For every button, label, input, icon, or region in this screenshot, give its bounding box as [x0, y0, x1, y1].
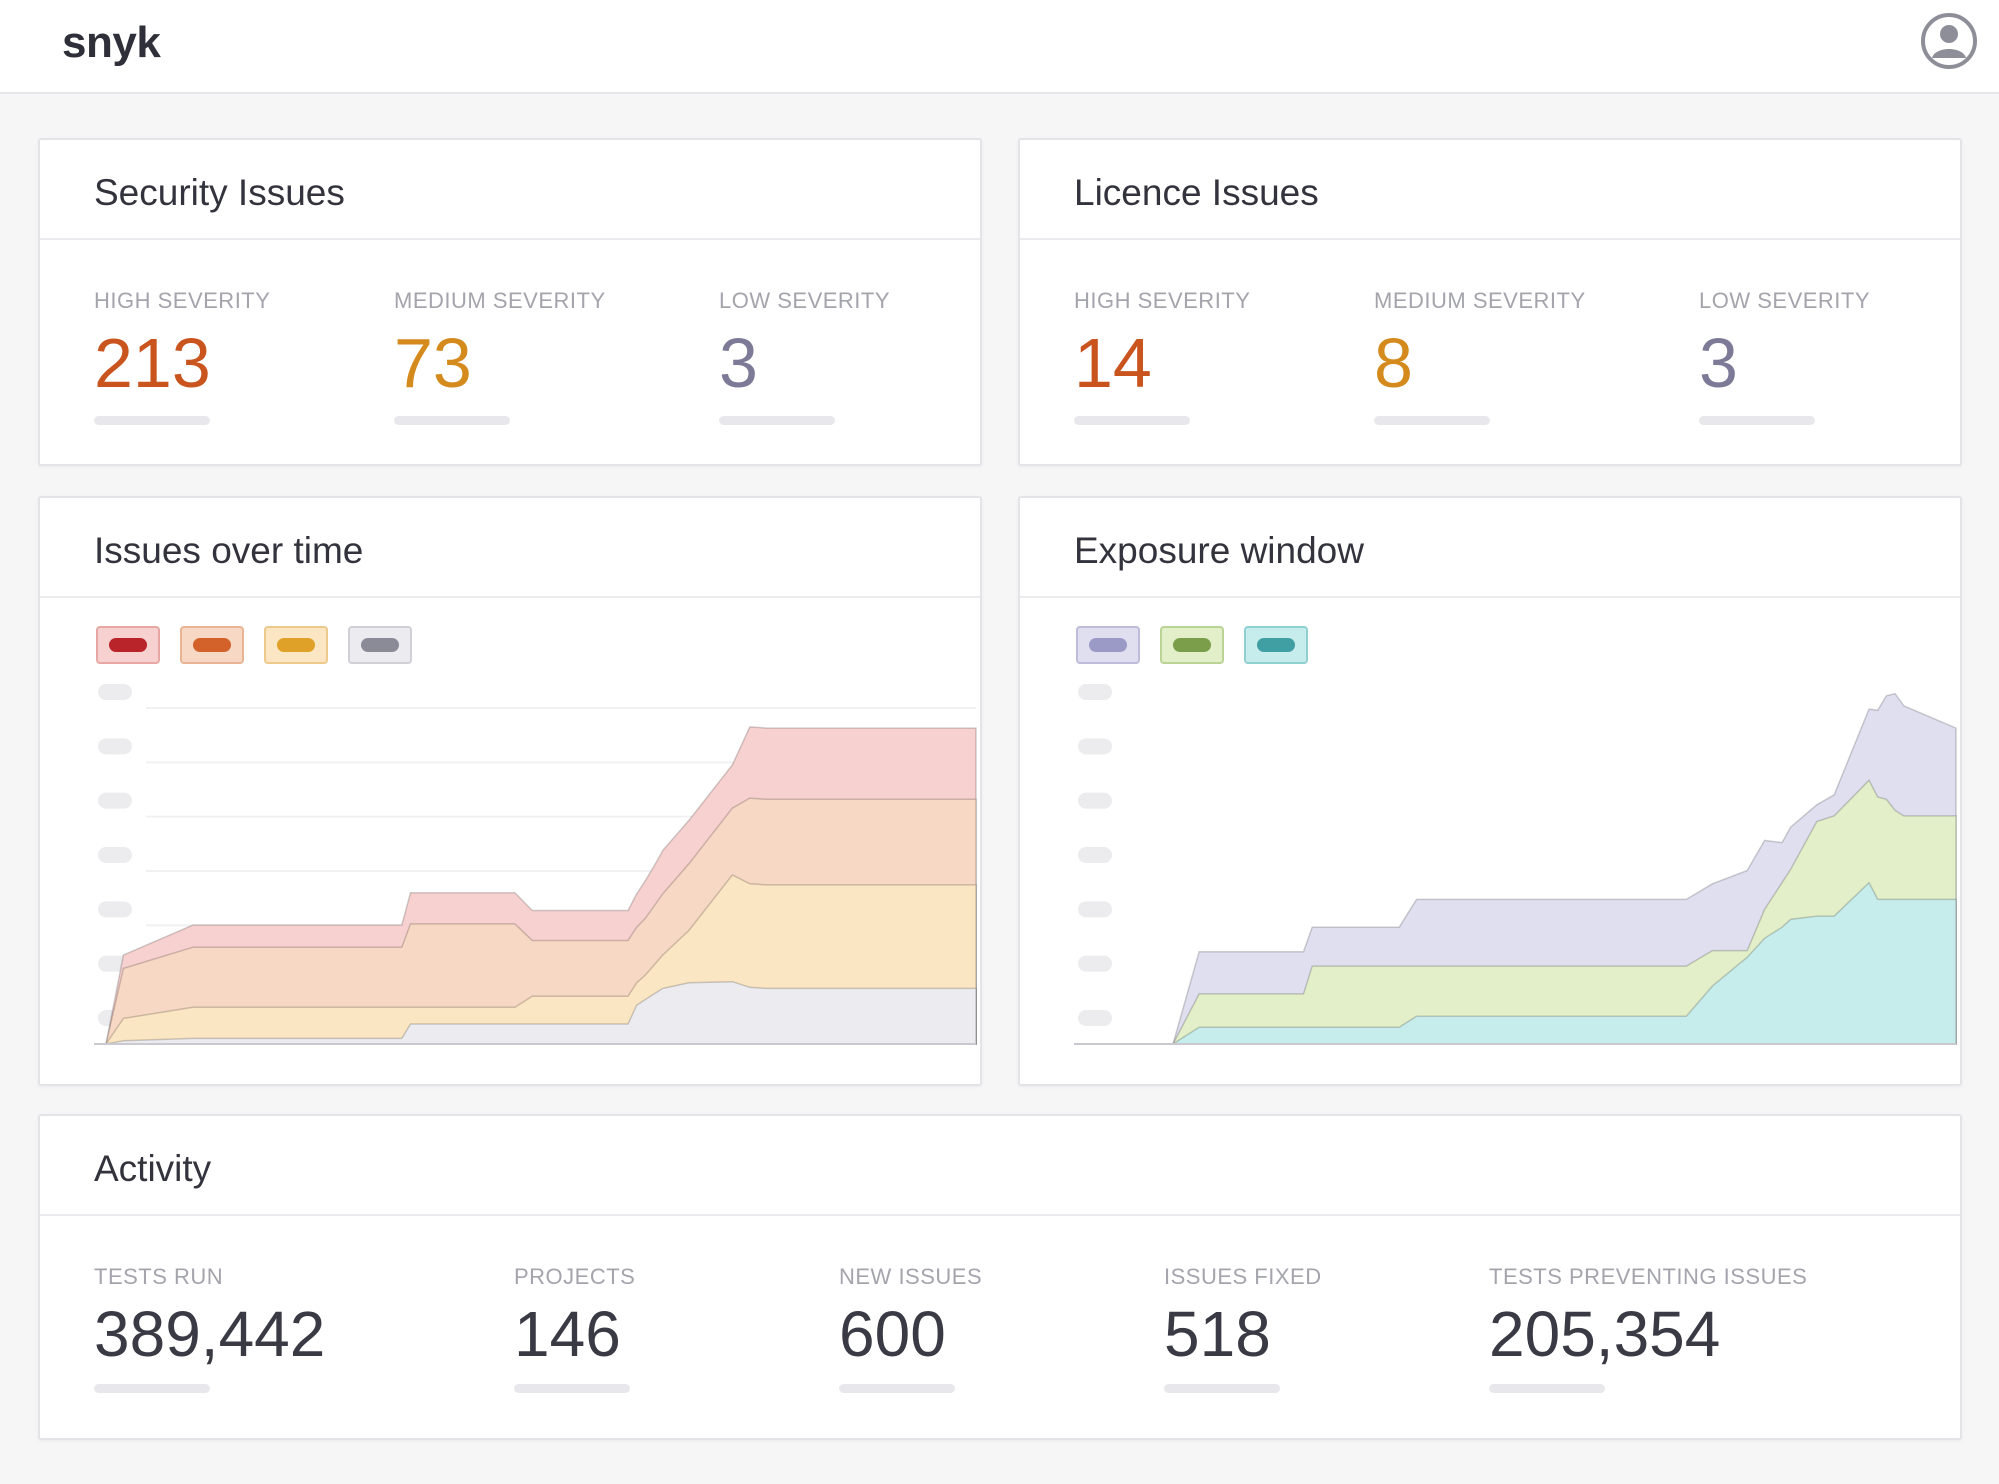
legend-item-series-1[interactable] — [1076, 626, 1140, 664]
stat-label: HIGH SEVERITY — [1074, 288, 1251, 313]
stat-value: 518 — [1164, 1298, 1271, 1370]
stat-underline — [94, 416, 210, 425]
y-tick-placeholder — [1078, 1010, 1112, 1026]
activity-card: Activity TESTS RUN 389,442 PROJECTS 146 … — [38, 1114, 1962, 1440]
stat-tests-preventing-issues[interactable]: TESTS PREVENTING ISSUES 205,354 — [1489, 1264, 1807, 1393]
y-tick-placeholder — [98, 792, 132, 809]
stat-underline — [1164, 1384, 1280, 1393]
security-issues-card: Security Issues HIGH SEVERITY 213 MEDIUM… — [38, 138, 982, 466]
stat-medium-severity[interactable]: MEDIUM SEVERITY 73 — [394, 288, 606, 425]
legend-item-high[interactable] — [180, 626, 244, 664]
card-header: Issues over time — [40, 498, 980, 598]
stat-underline — [394, 416, 510, 425]
y-tick-placeholder — [98, 684, 132, 700]
stat-value: 73 — [394, 324, 472, 402]
stat-label: LOW SEVERITY — [719, 288, 891, 313]
card-header: Exposure window — [1020, 498, 1960, 598]
y-tick-placeholder — [98, 738, 132, 755]
card-title: Security Issues — [94, 172, 345, 213]
stat-underline — [839, 1384, 955, 1393]
stat-underline — [1699, 416, 1815, 425]
legend-item-critical[interactable] — [96, 626, 160, 664]
stat-underline — [514, 1384, 630, 1393]
top-bar: snyk — [0, 0, 1999, 94]
card-title: Exposure window — [1074, 530, 1364, 571]
card-title: Activity — [94, 1148, 212, 1189]
stat-value: 3 — [1699, 324, 1738, 402]
y-tick-placeholder — [1078, 901, 1112, 918]
card-header: Security Issues — [40, 140, 980, 240]
stat-value: 600 — [839, 1298, 946, 1370]
issues-over-time-chart[interactable] — [40, 498, 980, 1084]
legend-item-series-2[interactable] — [1160, 626, 1224, 664]
stat-medium-severity[interactable]: MEDIUM SEVERITY 8 — [1374, 288, 1586, 425]
card-title: Issues over time — [94, 530, 364, 571]
y-tick-placeholder — [1078, 792, 1112, 809]
stat-low-severity[interactable]: LOW SEVERITY 3 — [719, 288, 890, 425]
stat-label: NEW ISSUES — [839, 1264, 983, 1289]
y-tick-placeholder — [1078, 684, 1112, 700]
stat-label: MEDIUM SEVERITY — [1374, 288, 1586, 313]
stat-issues-fixed[interactable]: ISSUES FIXED 518 — [1164, 1264, 1322, 1393]
stat-label: PROJECTS — [514, 1264, 636, 1289]
exposure-window-chart[interactable] — [1020, 498, 1960, 1084]
licence-issues-card: Licence Issues HIGH SEVERITY 14 MEDIUM S… — [1018, 138, 1962, 466]
user-avatar-icon[interactable] — [1920, 12, 1978, 70]
stat-label: LOW SEVERITY — [1699, 288, 1871, 313]
stat-projects[interactable]: PROJECTS 146 — [514, 1264, 635, 1393]
card-title: Licence Issues — [1074, 172, 1319, 213]
stat-high-severity[interactable]: HIGH SEVERITY 213 — [94, 288, 270, 425]
stat-label: TESTS RUN — [94, 1264, 224, 1289]
area-series-0 — [1086, 881, 1957, 1045]
stat-underline — [1489, 1384, 1605, 1393]
legend-item-medium[interactable] — [264, 626, 328, 664]
stat-underline — [719, 416, 835, 425]
area-series-0 — [105, 980, 977, 1045]
stat-label: TESTS PREVENTING ISSUES — [1489, 1264, 1808, 1289]
y-tick-placeholder — [98, 847, 132, 863]
legend-item-series-3[interactable] — [1244, 626, 1308, 664]
stat-value: 146 — [514, 1298, 621, 1370]
chart-legend — [1076, 626, 1308, 664]
stat-value: 3 — [719, 324, 758, 402]
stat-label: MEDIUM SEVERITY — [394, 288, 606, 313]
stat-value: 213 — [94, 324, 211, 402]
y-tick-placeholder — [1078, 738, 1112, 755]
stat-low-severity[interactable]: LOW SEVERITY 3 — [1699, 288, 1870, 425]
legend-item-low[interactable] — [348, 626, 412, 664]
stat-label: ISSUES FIXED — [1164, 1264, 1322, 1289]
y-tick-placeholder — [1078, 847, 1112, 863]
stat-value: 205,354 — [1489, 1298, 1721, 1370]
stat-underline — [94, 1384, 210, 1393]
chart-legend — [96, 626, 412, 664]
stat-value: 14 — [1074, 324, 1152, 402]
stat-underline — [1374, 416, 1490, 425]
stat-value: 389,442 — [94, 1298, 326, 1370]
y-tick-placeholder — [1078, 955, 1112, 972]
stat-label: HIGH SEVERITY — [94, 288, 271, 313]
card-header: Activity — [40, 1116, 1960, 1216]
stat-value: 8 — [1374, 324, 1413, 402]
exposure-window-card: Exposure window — [1018, 496, 1962, 1086]
issues-over-time-card: Issues over time — [38, 496, 982, 1086]
stat-high-severity[interactable]: HIGH SEVERITY 14 — [1074, 288, 1250, 425]
snyk-logo[interactable]: snyk — [62, 18, 161, 67]
stat-underline — [1074, 416, 1190, 425]
card-header: Licence Issues — [1020, 140, 1960, 240]
stat-tests-run[interactable]: TESTS RUN 389,442 — [94, 1264, 325, 1393]
stat-new-issues[interactable]: NEW ISSUES 600 — [839, 1264, 982, 1393]
y-tick-placeholder — [98, 901, 132, 918]
